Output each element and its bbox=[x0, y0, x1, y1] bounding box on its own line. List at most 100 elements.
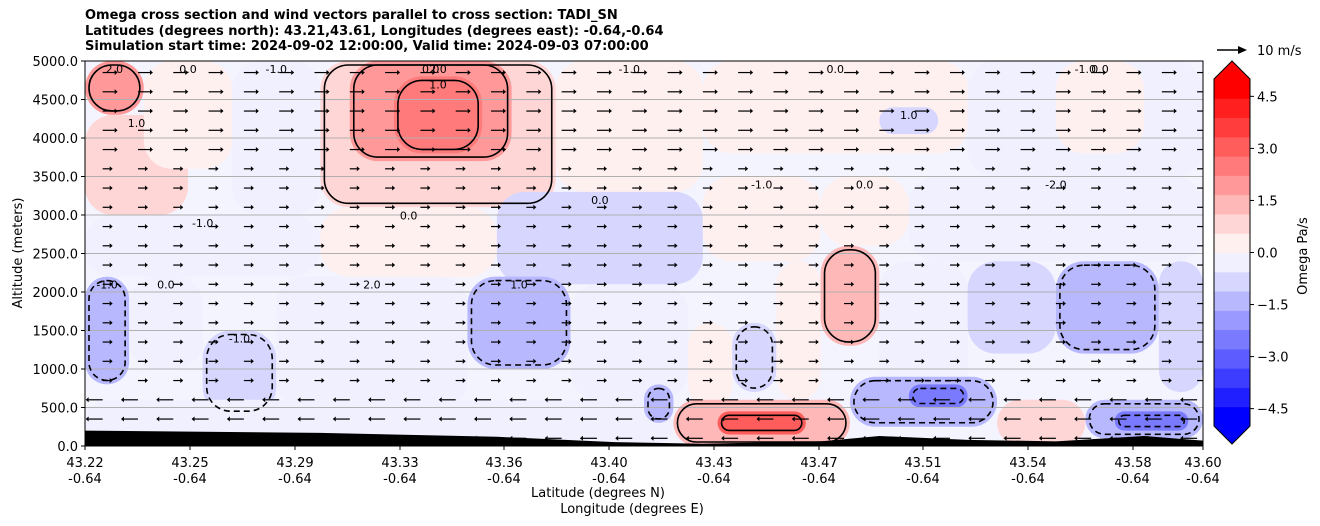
colorbar-band bbox=[1214, 348, 1250, 369]
wind-vector-head bbox=[503, 70, 507, 76]
wind-vector-head bbox=[756, 397, 760, 403]
wind-vector-head bbox=[721, 435, 725, 441]
wind-vector-head bbox=[462, 320, 466, 326]
wind-vector-head bbox=[851, 358, 855, 364]
wind-vector-head bbox=[968, 435, 972, 441]
wind-vector-head bbox=[745, 320, 749, 326]
wind-vector-head bbox=[961, 70, 965, 76]
wind-vector-head bbox=[997, 108, 1001, 114]
wind-vector-head bbox=[149, 147, 153, 153]
wind-vector-head bbox=[1168, 339, 1172, 345]
x-tick-label-lon: -0.64 bbox=[383, 472, 417, 487]
wind-vector-head bbox=[968, 416, 972, 422]
wind-vector-head bbox=[321, 185, 325, 191]
colorbar-band bbox=[1214, 194, 1250, 215]
wind-vector-head bbox=[220, 147, 224, 153]
wind-vector-head bbox=[992, 301, 996, 307]
wind-vector-head bbox=[109, 185, 113, 191]
y-axis: 0.0 500.0 1000.0 1500.0 2000.0 2500.0 3000.0 35… bbox=[33, 55, 85, 455]
wind-vector-head bbox=[709, 262, 713, 268]
contour-label: 0.0 bbox=[422, 63, 440, 76]
wind-vector-head bbox=[745, 185, 749, 191]
wind-vector-head bbox=[109, 378, 113, 384]
wind-vector-head bbox=[709, 185, 713, 191]
wind-vector-head bbox=[462, 204, 466, 210]
wind-vector-head bbox=[815, 262, 819, 268]
wind-vector-head bbox=[956, 224, 960, 230]
wind-vector-head bbox=[503, 127, 507, 133]
wind-vector-head bbox=[932, 416, 936, 422]
wind-vector-head bbox=[144, 358, 148, 364]
wind-vector-head bbox=[462, 378, 466, 384]
wind-vector-head bbox=[997, 147, 1001, 153]
colorbar-tick-label: 4.5 bbox=[1257, 90, 1278, 105]
omega-cell bbox=[570, 284, 689, 400]
wind-vector-head bbox=[321, 301, 325, 307]
colorbar-extend-bottom bbox=[1214, 426, 1250, 444]
wind-vector-head bbox=[255, 70, 259, 76]
wind-vector-head bbox=[144, 281, 148, 287]
wind-vector-head bbox=[568, 262, 572, 268]
wind-vector-head bbox=[615, 416, 619, 422]
wind-vector-head bbox=[639, 301, 643, 307]
wind-vector-head bbox=[1173, 147, 1177, 153]
wind-vector-head bbox=[114, 70, 118, 76]
wind-vector-head bbox=[815, 224, 819, 230]
colorbar-tick-label: −4.5 bbox=[1257, 403, 1289, 418]
wind-vector-head bbox=[961, 108, 965, 114]
wind-vector-head bbox=[180, 185, 184, 191]
wind-vector-head bbox=[997, 127, 1001, 133]
wind-vector-head bbox=[721, 397, 725, 403]
wind-vector-head bbox=[780, 204, 784, 210]
omega-cell bbox=[85, 215, 321, 277]
wind-vector-head bbox=[1032, 70, 1036, 76]
wind-vector-head bbox=[156, 416, 160, 422]
wind-vector-head bbox=[1062, 166, 1066, 172]
wind-vector-head bbox=[891, 70, 895, 76]
wind-vector-head bbox=[639, 339, 643, 345]
wind-vector-head bbox=[114, 108, 118, 114]
wind-vector-head bbox=[144, 339, 148, 345]
wind-vector-head bbox=[498, 358, 502, 364]
wind-vector-head bbox=[685, 397, 689, 403]
wind-vector-head bbox=[180, 320, 184, 326]
wind-vector-head bbox=[780, 243, 784, 249]
wind-vector-head bbox=[650, 435, 654, 441]
wind-vector-head bbox=[149, 127, 153, 133]
wind-vector-head bbox=[185, 108, 189, 114]
wind-vector-head bbox=[1204, 378, 1207, 383]
contour-label: 1.0 bbox=[510, 279, 528, 292]
wind-vector-head bbox=[1062, 301, 1066, 307]
wind-vector-head bbox=[286, 339, 290, 345]
wind-vector-head bbox=[392, 320, 396, 326]
wind-vector-head bbox=[886, 358, 890, 364]
wind-vector-head bbox=[180, 339, 184, 345]
wind-vector-head bbox=[791, 435, 795, 441]
colorbar-band bbox=[1214, 136, 1250, 157]
wind-vector-head bbox=[1103, 70, 1107, 76]
omega-cell bbox=[276, 276, 468, 408]
colorbar-label: Omega Pa/s bbox=[1296, 217, 1311, 295]
wind-vector-head bbox=[467, 89, 471, 95]
wind-vector-head bbox=[926, 89, 930, 95]
wind-vector-head bbox=[815, 378, 819, 384]
wind-vector-head bbox=[262, 416, 266, 422]
wind-vector-head bbox=[291, 108, 295, 114]
wind-vector-head bbox=[215, 281, 219, 287]
wind-vector-head bbox=[1032, 147, 1036, 153]
omega-cell bbox=[997, 399, 1086, 446]
wind-vector-head bbox=[474, 416, 478, 422]
wind-vector-head bbox=[791, 416, 795, 422]
x-tick-label-lat: 43.51 bbox=[904, 456, 941, 471]
wind-vector-head bbox=[968, 397, 972, 403]
wind-vector-head bbox=[568, 224, 572, 230]
wind-vector-head bbox=[462, 339, 466, 345]
wind-vector-head bbox=[109, 262, 113, 268]
colorbar-tick-label: 3.0 bbox=[1257, 142, 1278, 157]
wind-vector-head bbox=[1168, 185, 1172, 191]
wind-vector-head bbox=[1098, 301, 1102, 307]
wind-vector-head bbox=[1133, 358, 1137, 364]
wind-vector-head bbox=[185, 89, 189, 95]
wind-vector-head bbox=[573, 147, 577, 153]
